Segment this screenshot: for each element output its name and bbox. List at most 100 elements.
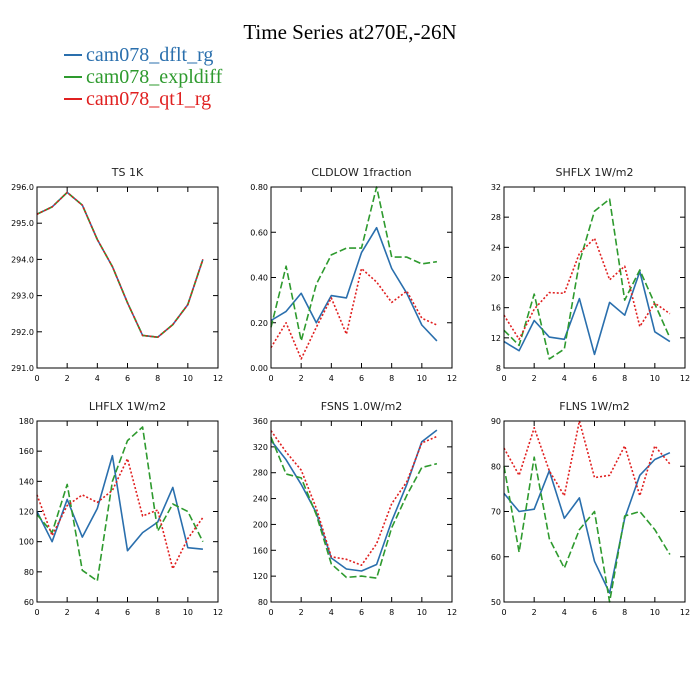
series-line-cam078-dflt-rg <box>270 429 438 572</box>
y-tick-label: 100 <box>19 538 34 547</box>
y-tick-label: 80 <box>258 598 268 607</box>
x-tick-label: 8 <box>155 374 160 383</box>
y-tick-label: 0.40 <box>250 274 268 283</box>
chart-title: FSNS 1.0W/m2 <box>321 400 403 413</box>
chart-title: LHFLX 1W/m2 <box>89 400 166 413</box>
y-tick-label: 320 <box>253 443 268 452</box>
y-tick-label: 180 <box>19 417 34 426</box>
series-line-cam078-dflt-rg <box>36 454 203 552</box>
x-tick-label: 10 <box>650 374 660 383</box>
legend-label-dflt: cam078_dflt_rg <box>86 44 214 66</box>
x-tick-label: 0 <box>501 608 506 617</box>
y-tick-label: 240 <box>253 495 268 504</box>
series-line-cam078-qt1-rg <box>36 191 204 339</box>
y-tick-label: 292.0 <box>11 328 34 337</box>
y-tick-label: 160 <box>253 546 268 555</box>
x-tick-label: 2 <box>65 608 70 617</box>
y-tick-label: 80 <box>491 462 501 471</box>
x-tick-label: 0 <box>34 374 39 383</box>
y-tick-label: 0.60 <box>250 228 268 237</box>
y-tick-label: 140 <box>19 477 34 486</box>
plot-frame <box>270 186 453 369</box>
chart-title: SHFLX 1W/m2 <box>555 166 633 179</box>
legend-item-dflt: cam078_dflt_rg <box>64 44 222 66</box>
plot-frame <box>503 420 686 603</box>
plot-frame <box>503 186 686 369</box>
legend-item-qt1: cam078_qt1_rg <box>64 88 222 110</box>
x-tick-label: 0 <box>268 374 273 383</box>
x-tick-label: 8 <box>622 374 627 383</box>
y-tick-label: 50 <box>491 598 501 607</box>
x-tick-label: 12 <box>680 608 690 617</box>
x-tick-label: 4 <box>95 608 100 617</box>
y-tick-label: 295.0 <box>11 219 34 228</box>
x-tick-label: 2 <box>299 374 304 383</box>
series-line-cam078-dflt-rg <box>503 270 671 356</box>
series-line-cam078-dflt-rg <box>503 451 671 594</box>
x-tick-label: 12 <box>447 374 457 383</box>
x-tick-label: 10 <box>417 608 427 617</box>
x-tick-label: 2 <box>65 374 70 383</box>
plot-frame <box>36 186 219 369</box>
x-tick-label: 0 <box>268 608 273 617</box>
x-tick-label: 6 <box>359 608 364 617</box>
chart-panel-4: LHFLX 1W/m2 0 2 4 6 8 10 12 60 80 100 120 140 160 180 <box>19 400 223 617</box>
series-line-cam078-qt1-rg <box>503 420 671 497</box>
x-tick-label: 4 <box>95 374 100 383</box>
x-tick-label: 6 <box>359 374 364 383</box>
y-tick-label: 20 <box>491 274 501 283</box>
y-tick-label: 60 <box>491 553 501 562</box>
x-tick-label: 12 <box>680 374 690 383</box>
y-tick-label: 294.0 <box>11 255 34 264</box>
x-tick-label: 2 <box>532 374 537 383</box>
y-tick-label: 70 <box>491 508 501 517</box>
x-tick-label: 6 <box>592 608 597 617</box>
series-line-cam078-qt1-rg <box>270 430 438 567</box>
y-tick-label: 291.0 <box>11 364 34 373</box>
x-tick-label: 4 <box>562 608 567 617</box>
chart-panel-2: CLDLOW 1fraction 0 2 4 6 8 10 12 0.00 0.20 0.40 0.6… <box>250 166 457 383</box>
x-tick-label: 2 <box>299 608 304 617</box>
x-tick-label: 10 <box>650 608 660 617</box>
legend-item-expldiff: cam078_expldiff <box>64 66 222 88</box>
y-tick-label: 12 <box>491 334 501 343</box>
y-tick-label: 60 <box>24 598 34 607</box>
series-line-cam078-expldiff <box>36 426 204 582</box>
chart-title: FLNS 1W/m2 <box>559 400 629 413</box>
x-tick-label: 4 <box>562 374 567 383</box>
plot-frame <box>36 420 219 603</box>
y-tick-label: 360 <box>253 417 268 426</box>
y-tick-label: 90 <box>491 417 501 426</box>
x-tick-label: 6 <box>125 608 130 617</box>
y-tick-label: 120 <box>19 508 34 517</box>
x-tick-label: 12 <box>213 608 223 617</box>
chart-title: TS 1K <box>111 166 144 179</box>
legend: cam078_dflt_rg cam078_expldiff cam078_qt… <box>64 44 222 110</box>
x-tick-label: 4 <box>329 608 334 617</box>
legend-label-expldiff: cam078_expldiff <box>86 66 223 88</box>
x-tick-label: 10 <box>417 374 427 383</box>
series-line-cam078-qt1-rg <box>503 237 671 341</box>
series-line-cam078-expldiff <box>503 456 671 603</box>
page-title: Time Series at270E,-26N <box>243 20 457 44</box>
series-line-cam078-qt1-rg <box>36 457 204 570</box>
x-tick-label: 8 <box>155 608 160 617</box>
y-tick-label: 8 <box>496 364 501 373</box>
legend-swatch-qt1 <box>64 98 82 100</box>
y-tick-label: 0.20 <box>250 319 268 328</box>
y-tick-label: 80 <box>24 568 34 577</box>
y-tick-label: 16 <box>491 304 501 313</box>
legend-swatch-dflt <box>64 54 82 56</box>
series-line-cam078-expldiff <box>36 191 204 339</box>
x-tick-label: 4 <box>329 374 334 383</box>
x-tick-label: 8 <box>389 608 394 617</box>
y-tick-label: 296.0 <box>11 183 34 192</box>
x-tick-label: 2 <box>532 608 537 617</box>
x-tick-label: 10 <box>183 608 193 617</box>
x-tick-label: 8 <box>389 374 394 383</box>
x-tick-label: 6 <box>592 374 597 383</box>
y-tick-label: 280 <box>253 469 268 478</box>
x-tick-label: 12 <box>447 608 457 617</box>
